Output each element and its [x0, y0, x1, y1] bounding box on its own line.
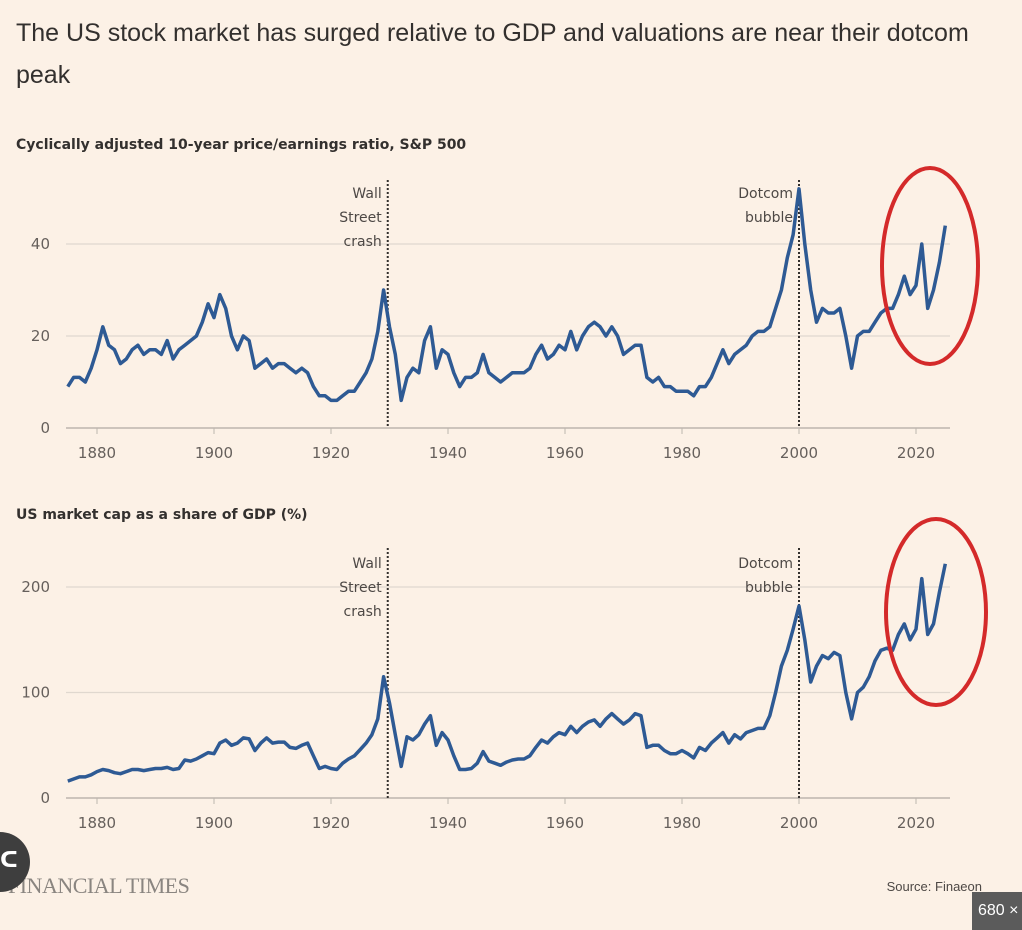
chart-headline: The US stock market has surged relative … [16, 19, 969, 89]
y-tick-label: 0 [40, 419, 50, 437]
event-marker-label: bubble [745, 210, 793, 226]
event-marker-label: Street [339, 580, 382, 596]
x-tick-label: 1940 [429, 814, 467, 832]
event-marker-label: Street [339, 210, 382, 226]
y-tick-label: 20 [31, 327, 50, 345]
x-tick-label: 1900 [195, 444, 233, 462]
image-size-badge[interactable]: 680 × [972, 892, 1022, 930]
x-tick-label: 1980 [663, 444, 701, 462]
x-tick-label: 1940 [429, 444, 467, 462]
series-line [66, 187, 948, 403]
series-line [67, 563, 948, 783]
event-marker-label: Dotcom [738, 556, 793, 572]
event-marker-label: Wall [352, 186, 381, 202]
x-tick-label: 1880 [78, 444, 116, 462]
x-tick-label: 2020 [897, 814, 935, 832]
x-tick-label: 1960 [546, 444, 584, 462]
market-cap-chart: 0 100 200 1880 1900 1920 1940 1960 1980 2000 2020 W… [21, 517, 988, 832]
x-tick-label: 1920 [312, 814, 350, 832]
event-marker-label: crash [344, 234, 382, 250]
highlight-ellipse [884, 517, 988, 707]
cape-chart-title: Cyclically adjusted 10-year price/earnin… [16, 137, 467, 153]
x-tick-label: 2000 [780, 814, 818, 832]
x-tick-label: 2000 [780, 444, 818, 462]
highlight-ellipse [880, 166, 980, 366]
x-tick-label: 1980 [663, 814, 701, 832]
x-tick-label: 1880 [78, 814, 116, 832]
source-note: Source: Finaeon [886, 879, 982, 894]
event-marker-label: Wall [352, 556, 381, 572]
y-tick-label: 100 [21, 684, 50, 702]
x-tick-label: 1900 [195, 814, 233, 832]
cape-chart: 0 20 40 1880 1900 1920 1940 1960 1980 2000 2020 Wal… [31, 166, 980, 462]
x-tick-label: 1960 [546, 814, 584, 832]
x-tick-label: 2020 [897, 444, 935, 462]
event-marker-label: bubble [745, 580, 793, 596]
event-marker-label: Dotcom [738, 186, 793, 202]
financial-times-logo: FINANCIAL TIMES [8, 873, 190, 898]
y-tick-label: 40 [31, 235, 50, 253]
y-tick-label: 200 [21, 578, 50, 596]
y-tick-label: 0 [40, 789, 50, 807]
market-cap-chart-title: US market cap as a share of GDP (%) [16, 507, 308, 523]
x-tick-label: 1920 [312, 444, 350, 462]
event-marker-label: crash [344, 604, 382, 620]
